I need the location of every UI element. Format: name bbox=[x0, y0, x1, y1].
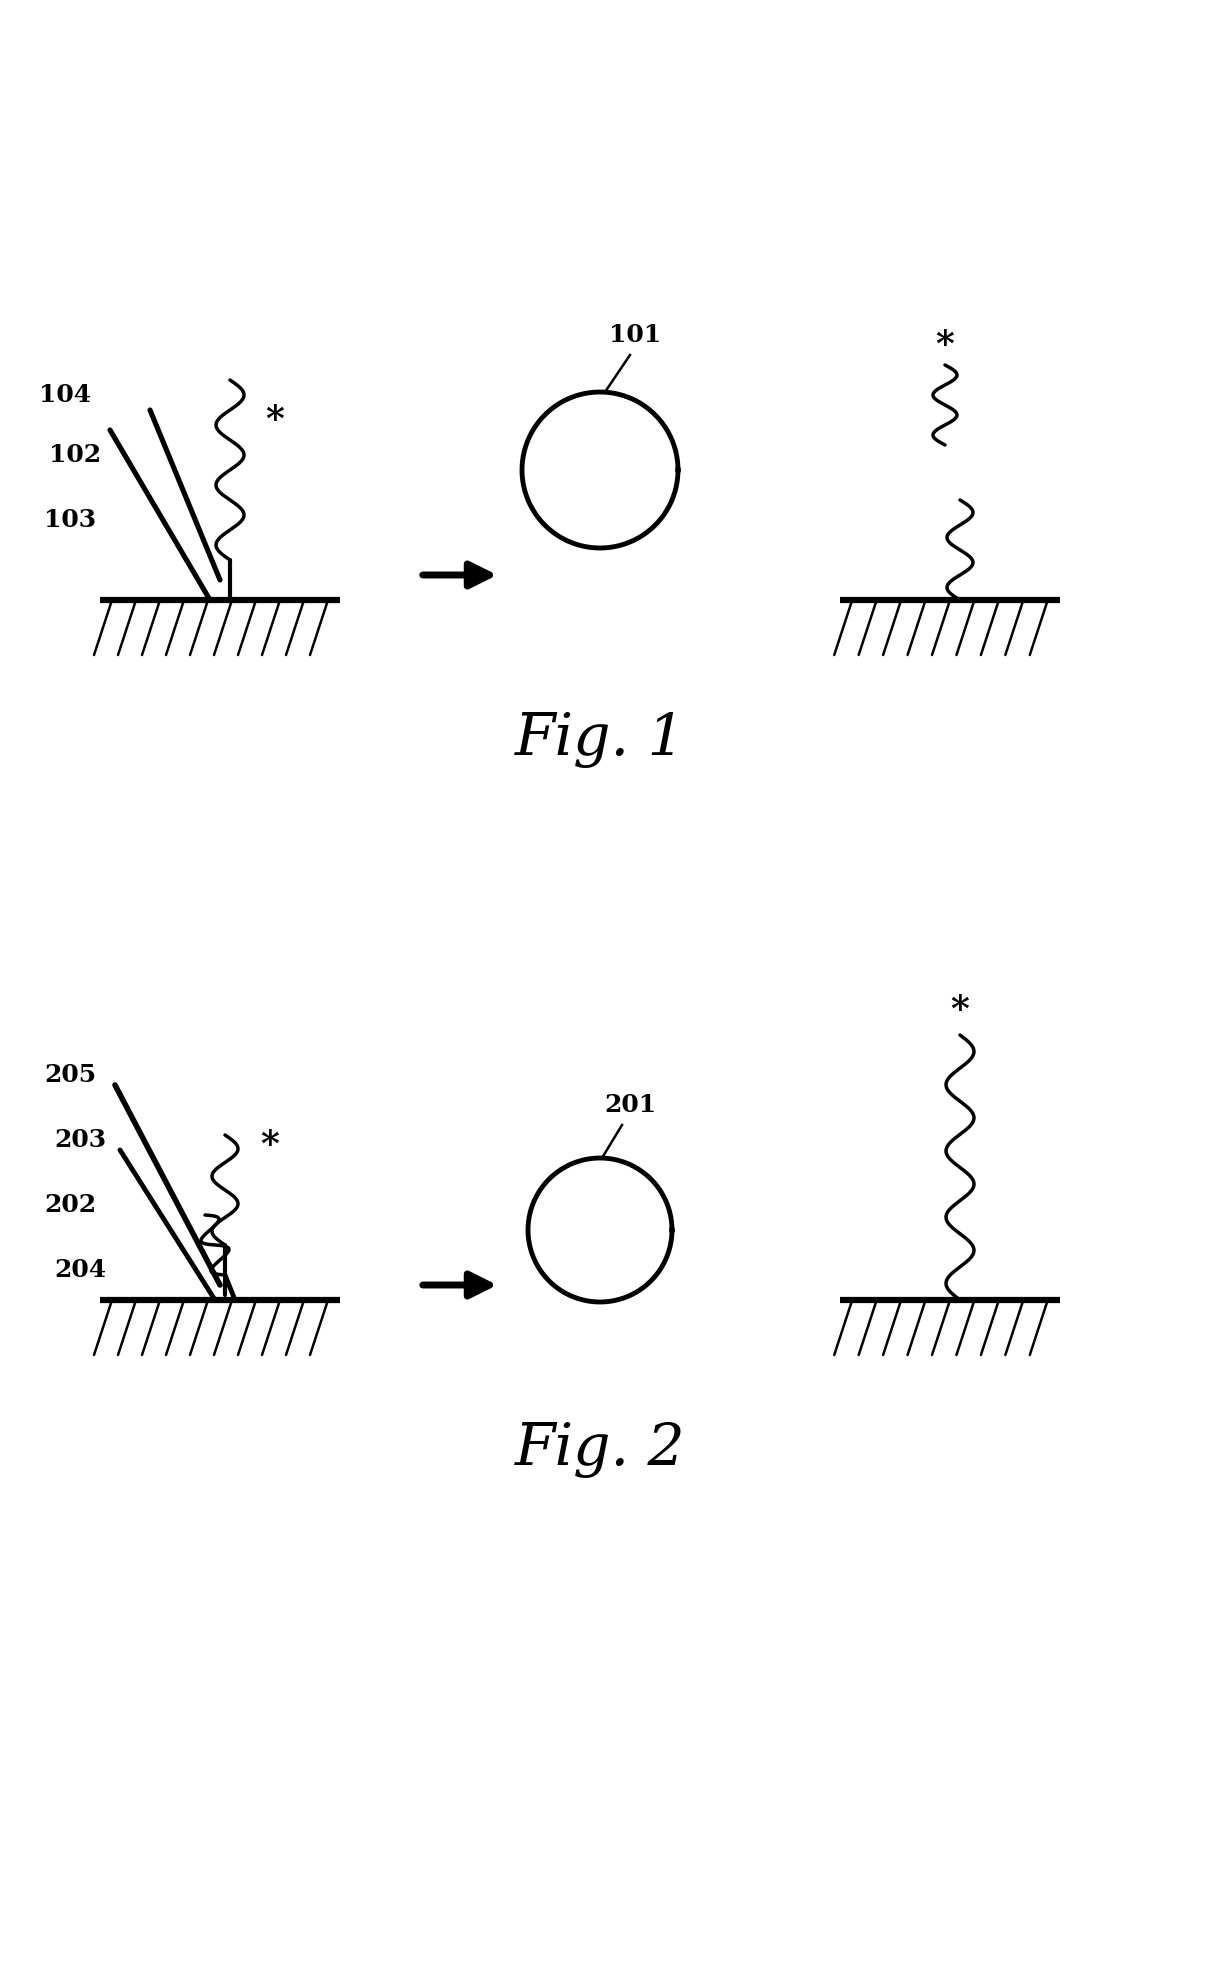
Text: 204: 204 bbox=[54, 1257, 106, 1281]
Text: *: * bbox=[935, 329, 954, 362]
Text: 202: 202 bbox=[44, 1194, 96, 1218]
Text: *: * bbox=[951, 994, 969, 1028]
Text: *: * bbox=[266, 404, 284, 438]
Text: 205: 205 bbox=[44, 1063, 96, 1087]
Text: 101: 101 bbox=[610, 323, 661, 346]
Text: 104: 104 bbox=[39, 382, 91, 408]
Text: 203: 203 bbox=[54, 1129, 106, 1152]
Text: *: * bbox=[261, 1129, 279, 1162]
Text: 103: 103 bbox=[44, 509, 96, 533]
Text: 102: 102 bbox=[49, 444, 101, 467]
Text: Fig. 2: Fig. 2 bbox=[514, 1422, 685, 1479]
Text: 201: 201 bbox=[603, 1093, 656, 1117]
Text: Fig. 1: Fig. 1 bbox=[514, 711, 685, 768]
